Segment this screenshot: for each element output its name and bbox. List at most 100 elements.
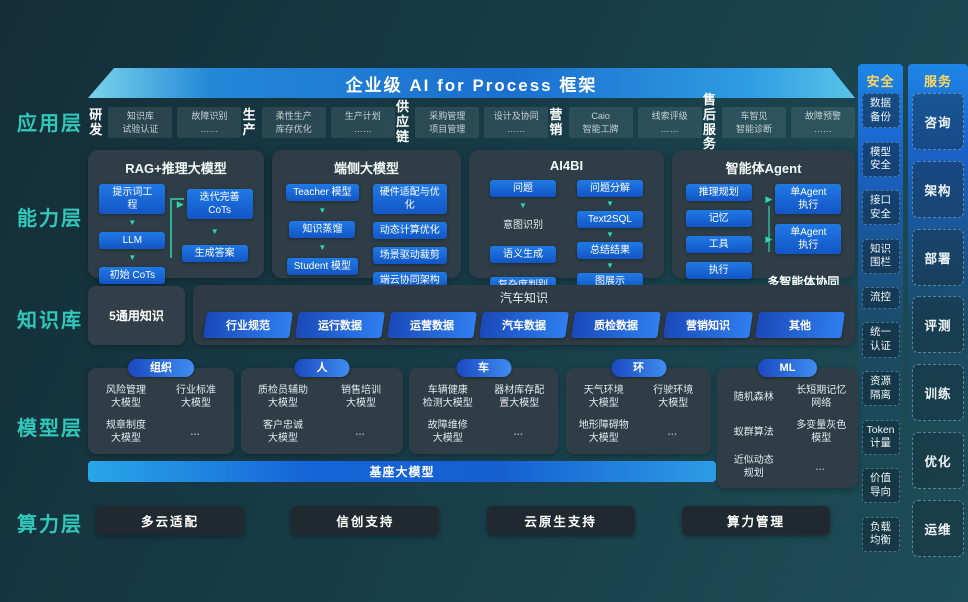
- model-item: 客户忠诚 大模型: [263, 420, 303, 444]
- flow-box: 动态计算优化: [372, 222, 447, 239]
- service-item: 咨询: [912, 93, 964, 150]
- card-body: 推理规划 记忆 工具 执行 ▶ 单Agent 执行 ▶ 单Agent 执行 多智能体协同: [672, 184, 855, 290]
- app-group-label: 营销: [549, 106, 563, 137]
- flow-box: 硬件适配与优 化: [372, 184, 447, 214]
- security-item: 接口 安全: [861, 190, 900, 226]
- knowledge-pill: 其他: [755, 312, 845, 338]
- arrow-down-icon: ▼: [128, 253, 137, 262]
- service-item: 运维: [912, 499, 964, 557]
- service-item: 优化: [912, 432, 964, 490]
- flow-box: 语义生成: [490, 246, 556, 263]
- model-card: 环天气环境 大模型 行驶环境 大模型 地形障碍物 大模型…: [566, 359, 711, 454]
- knowledge-pill-row: 行业规范 运行数据 运营数据 汽车数据 质检数据 营销知识 其他: [193, 306, 855, 338]
- app-group: 售后 服务 车智见 智能诊断 故障预警 ……: [702, 92, 856, 153]
- flow-box: 执行: [685, 262, 752, 279]
- card-column: 推理规划 记忆 工具 执行: [685, 184, 752, 279]
- flow-box: 单Agent 执行: [775, 184, 842, 214]
- model-item: 行业标准 大模型: [176, 385, 216, 409]
- knowledge-pill: 行业规范: [203, 312, 293, 338]
- model-item: 近似动态 规划: [733, 455, 774, 479]
- model-category-pill: 环: [611, 359, 666, 377]
- card-title: RAG+推理大模型: [125, 161, 227, 176]
- card-column: 问题分解 ▼ Text2SQL ▼ 总结结果 ▼ 图展示: [577, 180, 643, 290]
- arrow-down-icon: ▼: [606, 199, 614, 208]
- service-item: 训练: [912, 364, 964, 422]
- card-column: 问题▼意图识别语义生成复杂度判别: [490, 180, 556, 294]
- model-item: …: [513, 426, 526, 438]
- security-item: 知识 围栏: [861, 238, 900, 275]
- compute-button: 多云适配: [96, 506, 244, 535]
- model-category-pill: 组织: [128, 359, 194, 377]
- knowledge-pill: 运行数据: [295, 312, 385, 338]
- card-column: ▶ 单Agent 执行 ▶ 单Agent 执行 多智能体协同: [765, 184, 842, 290]
- flow-box: 场景驱动裁剪: [372, 247, 447, 264]
- flow-box: 初始 CoTs: [99, 267, 166, 284]
- auto-knowledge-title: 汽车知识: [499, 291, 548, 305]
- flow-box-row: ▶ 单Agent 执行: [765, 184, 842, 214]
- flow-box: 提示词工 程: [99, 184, 166, 214]
- flow-box: 知识蒸馏: [289, 221, 356, 238]
- flow-box: Teacher 模型: [286, 184, 359, 201]
- model-item: 行驶环境 大模型: [653, 385, 694, 409]
- arrow-down-icon: ▼: [519, 201, 527, 210]
- flow-box: 推理规划: [685, 184, 752, 201]
- arrow-down-icon: ▼: [606, 261, 614, 270]
- flow-box: Text2SQL: [577, 211, 643, 228]
- model-category-pill: ML: [757, 359, 818, 377]
- knowledge-pill: 质检数据: [571, 312, 661, 338]
- model-item: 风险管理 大模型: [106, 385, 146, 409]
- security-item: 价值 导向: [861, 468, 900, 504]
- model-item-grid: 车辆健康 检测大模型 器材库存配 置大模型 故障维修 大模型…: [409, 368, 558, 453]
- security-column: 安全 数据 备份 模型 安全 接口 安全 知识 围栏 流控 统一 认证 资源 隔离 Token…: [858, 64, 903, 558]
- capability-card-agent: 智能体Agent 推理规划 记忆 工具 执行 ▶ 单Agent 执行 ▶ 单Agent 执行 多智…: [672, 150, 855, 289]
- security-item: 资源 隔离: [861, 370, 900, 407]
- model-item: 随机森林: [733, 391, 774, 403]
- model-item: 质检员辅助 大模型: [258, 385, 308, 409]
- flow-box-row: ▶ 迭代完善 CoTs: [177, 189, 253, 219]
- layer-label: 知识库: [17, 310, 83, 332]
- flow-box-row: ▶ 单Agent 执行: [765, 224, 842, 254]
- services-column: 服务 咨询 架构 部署 评测 训练 优化 运维: [908, 64, 968, 561]
- app-chip: 柔性生产 库存优化: [261, 106, 326, 139]
- card-body: 提示词工 程 ▼ LLM ▼ 初始 CoTs ▶ 迭代完善 CoTs ▼ 生成答案: [88, 184, 264, 284]
- flow-box: LLM: [99, 232, 166, 249]
- model-item-grid: 天气环境 大模型 行驶环境 大模型 地形障碍物 大模型…: [566, 368, 711, 453]
- model-item: 故障维修 大模型: [427, 420, 468, 444]
- flow-text: 意图识别: [503, 220, 543, 231]
- layer-label: 能力层: [17, 208, 83, 230]
- card-title: AI4BI: [549, 158, 584, 173]
- app-chip: 设计及协同 ……: [484, 106, 549, 139]
- card-column: 提示词工 程 ▼ LLM ▼ 初始 CoTs: [99, 184, 166, 284]
- model-item: 多变量灰色 模型: [796, 420, 847, 444]
- model-item-grid: 质检员辅助 大模型 销售培训 大模型 客户忠诚 大模型…: [241, 368, 403, 453]
- app-group: 研发 知识库 试验认证 故障识别 ……: [88, 107, 242, 139]
- app-chip: 采购管理 项目管理: [415, 106, 480, 139]
- arrow-down-icon: ▼: [128, 218, 137, 227]
- layer-label: 模型层: [17, 418, 83, 440]
- security-item: 模型 安全: [861, 141, 900, 177]
- arrow-down-icon: ▼: [606, 230, 614, 239]
- card-title: 智能体Agent: [725, 161, 802, 176]
- arrow-right-icon: ▶: [765, 193, 773, 204]
- flow-box: Student 模型: [286, 258, 359, 275]
- app-group: 生产 柔性生产 库存优化 生产计划 ……: [241, 106, 395, 139]
- model-item: 蚁群算法: [733, 426, 774, 438]
- security-column-title: 安全: [866, 74, 895, 89]
- card-column: ▶ 迭代完善 CoTs ▼ 生成答案: [177, 189, 253, 262]
- services-item-list: 咨询 架构 部署 评测 训练 优化 运维: [908, 93, 968, 557]
- auto-knowledge-box: 汽车知识 行业规范 运行数据 运营数据 汽车数据 质检数据 营销知识 其他: [193, 285, 855, 345]
- model-card: 组织 风险管理 大模型 行业标准 大模型 规章制度 大模型…: [88, 359, 234, 454]
- layer-label: 算力层: [17, 514, 83, 536]
- model-card: 车车辆健康 检测大模型 器材库存配 置大模型 故障维修 大模型…: [409, 359, 558, 454]
- card-body: 问题▼意图识别语义生成复杂度判别问题分解▼Text2SQL▼总结结果▼图展示: [469, 180, 664, 294]
- knowledge-pill-label: 运行数据: [318, 320, 362, 332]
- flow-box: 迭代完善 CoTs: [186, 189, 253, 219]
- model-item: …: [355, 426, 367, 438]
- flow-box: 记忆: [685, 210, 752, 227]
- app-group-label: 生产: [242, 106, 256, 137]
- model-category-pill: 人: [294, 359, 350, 377]
- security-item: Token 计量: [861, 419, 900, 455]
- security-item: 负载 均衡: [861, 516, 900, 552]
- arrow-down-icon: ▼: [318, 243, 327, 252]
- foundation-model-bar: 基座大模型: [88, 461, 716, 482]
